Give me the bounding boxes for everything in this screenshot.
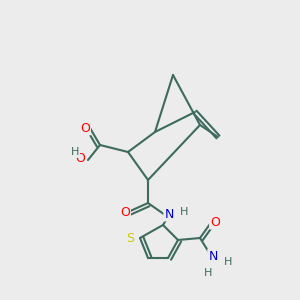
Text: O: O xyxy=(75,152,85,164)
Text: H: H xyxy=(224,257,232,267)
Text: N: N xyxy=(208,250,218,262)
Text: N: N xyxy=(164,208,174,220)
Text: H: H xyxy=(180,207,188,217)
Text: O: O xyxy=(120,206,130,218)
Text: H: H xyxy=(204,268,212,278)
Text: S: S xyxy=(126,232,134,244)
Text: H: H xyxy=(71,147,79,157)
Text: O: O xyxy=(210,215,220,229)
Text: O: O xyxy=(80,122,90,134)
